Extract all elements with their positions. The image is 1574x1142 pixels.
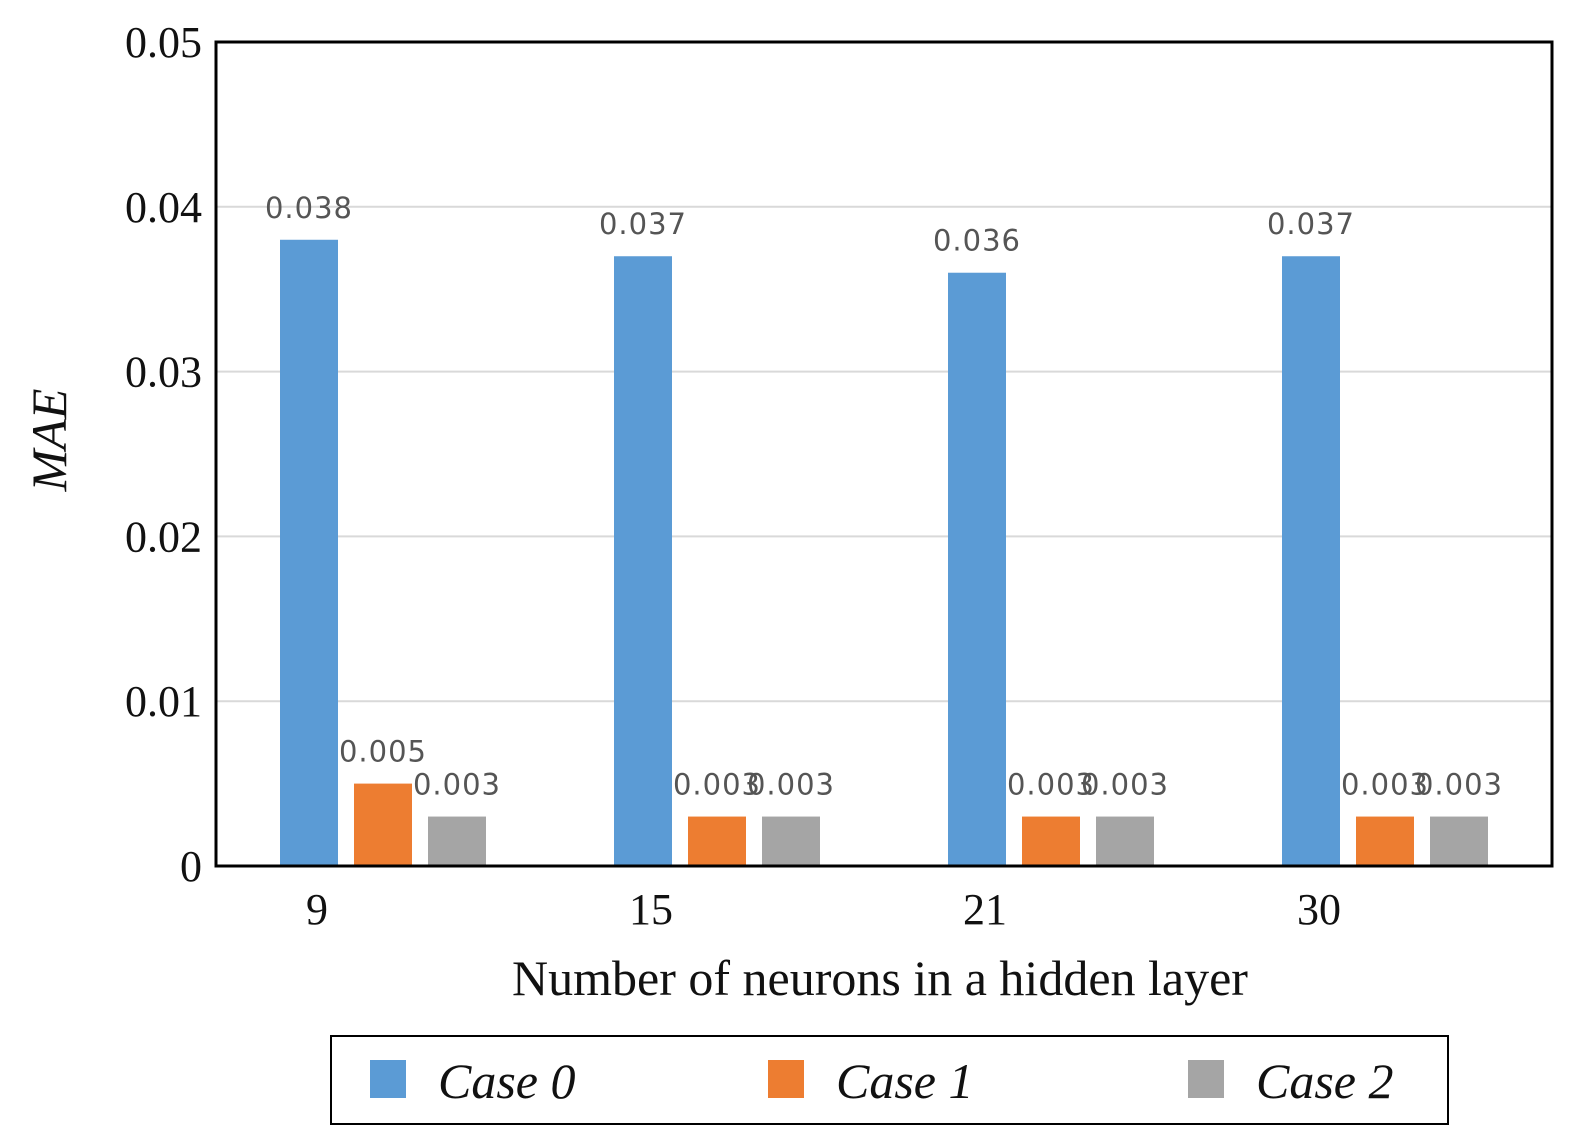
y-axis-ticks: 0 0.01 0.02 0.03 0.04 0.05: [125, 18, 202, 891]
legend-swatch-case-0: [370, 1060, 406, 1098]
data-labels: 0.0380.0050.0030.0370.0030.0030.0360.003…: [265, 191, 1503, 802]
x-tick-label: 9: [306, 885, 328, 934]
legend-label: Case 0: [438, 1053, 576, 1109]
y-tick-label: 0.04: [125, 183, 202, 232]
data-label: 0.037: [599, 207, 687, 241]
bar-case-0: [1282, 256, 1340, 866]
y-tick-label: 0.03: [125, 348, 202, 397]
bar-case-1: [688, 816, 746, 866]
bars: [280, 239, 1488, 867]
legend-label: Case 1: [836, 1053, 974, 1109]
data-label: 0.003: [747, 768, 835, 802]
data-label: 0.005: [339, 735, 427, 769]
y-tick-label: 0.02: [125, 512, 202, 561]
x-tick-label: 21: [963, 885, 1007, 934]
x-tick-label: 30: [1297, 885, 1341, 934]
bar-case-0: [948, 272, 1006, 867]
data-label: 0.036: [933, 224, 1021, 258]
data-label: 0.003: [673, 768, 761, 802]
y-axis-title: MAE: [21, 389, 77, 493]
bar-case-0: [280, 239, 338, 866]
bar-case-1: [354, 783, 412, 866]
legend-swatch-case-1: [768, 1060, 804, 1098]
legend-label: Case 2: [1256, 1053, 1394, 1109]
x-axis-ticks: 9 15 21 30: [306, 885, 1341, 934]
legend-box: [330, 1035, 1449, 1125]
bar-case-2: [1096, 816, 1154, 866]
data-label: 0.003: [1415, 768, 1503, 802]
data-label: 0.037: [1267, 207, 1355, 241]
data-label: 0.003: [1007, 768, 1095, 802]
bar-case-1: [1356, 816, 1414, 866]
bar-case-0: [614, 256, 672, 866]
grid-lines: [216, 205, 1552, 703]
bar-case-2: [428, 816, 486, 866]
legend: Case 0 Case 1 Case 2: [330, 1035, 1449, 1125]
x-tick-label: 15: [629, 885, 673, 934]
data-label: 0.003: [1341, 768, 1429, 802]
y-tick-label: 0.01: [125, 677, 202, 726]
x-axis-title: Number of neurons in a hidden layer: [512, 950, 1248, 1006]
data-label: 0.038: [265, 191, 353, 225]
data-label: 0.003: [1081, 768, 1169, 802]
bar-case-1: [1022, 816, 1080, 866]
bar-case-2: [762, 816, 820, 866]
y-tick-label: 0.05: [125, 18, 202, 67]
data-label: 0.003: [413, 768, 501, 802]
y-tick-label: 0: [180, 842, 202, 891]
bar-case-2: [1430, 816, 1488, 866]
legend-swatch-case-2: [1188, 1060, 1224, 1098]
plot-frame: [214, 40, 1554, 868]
